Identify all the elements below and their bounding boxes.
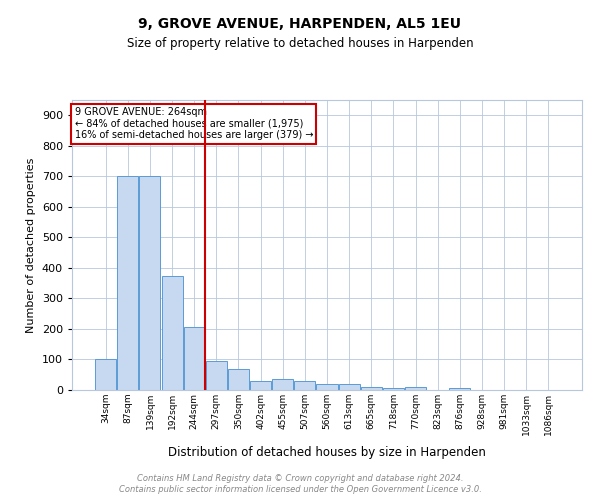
Text: Contains HM Land Registry data © Crown copyright and database right 2024.
Contai: Contains HM Land Registry data © Crown c… [119, 474, 481, 494]
Bar [118, 176, 139, 390]
Text: 9, GROVE AVENUE, HARPENDEN, AL5 1EU: 9, GROVE AVENUE, HARPENDEN, AL5 1EU [139, 18, 461, 32]
Bar [295, 381, 316, 390]
Bar [139, 176, 160, 390]
Bar [272, 380, 293, 390]
Text: 9 GROVE AVENUE: 264sqm
← 84% of detached houses are smaller (1,975)
16% of semi-: 9 GROVE AVENUE: 264sqm ← 84% of detached… [74, 108, 313, 140]
Bar [316, 384, 338, 390]
Bar [405, 387, 426, 390]
Bar [228, 368, 249, 390]
Text: Size of property relative to detached houses in Harpenden: Size of property relative to detached ho… [127, 38, 473, 51]
Bar [206, 361, 227, 390]
X-axis label: Distribution of detached houses by size in Harpenden: Distribution of detached houses by size … [168, 446, 486, 459]
Bar [250, 381, 271, 390]
Bar [338, 384, 359, 390]
Bar [449, 388, 470, 390]
Bar [361, 387, 382, 390]
Bar [95, 360, 116, 390]
Bar [161, 276, 182, 390]
Bar [184, 328, 205, 390]
Bar [383, 388, 404, 390]
Y-axis label: Number of detached properties: Number of detached properties [26, 158, 36, 332]
